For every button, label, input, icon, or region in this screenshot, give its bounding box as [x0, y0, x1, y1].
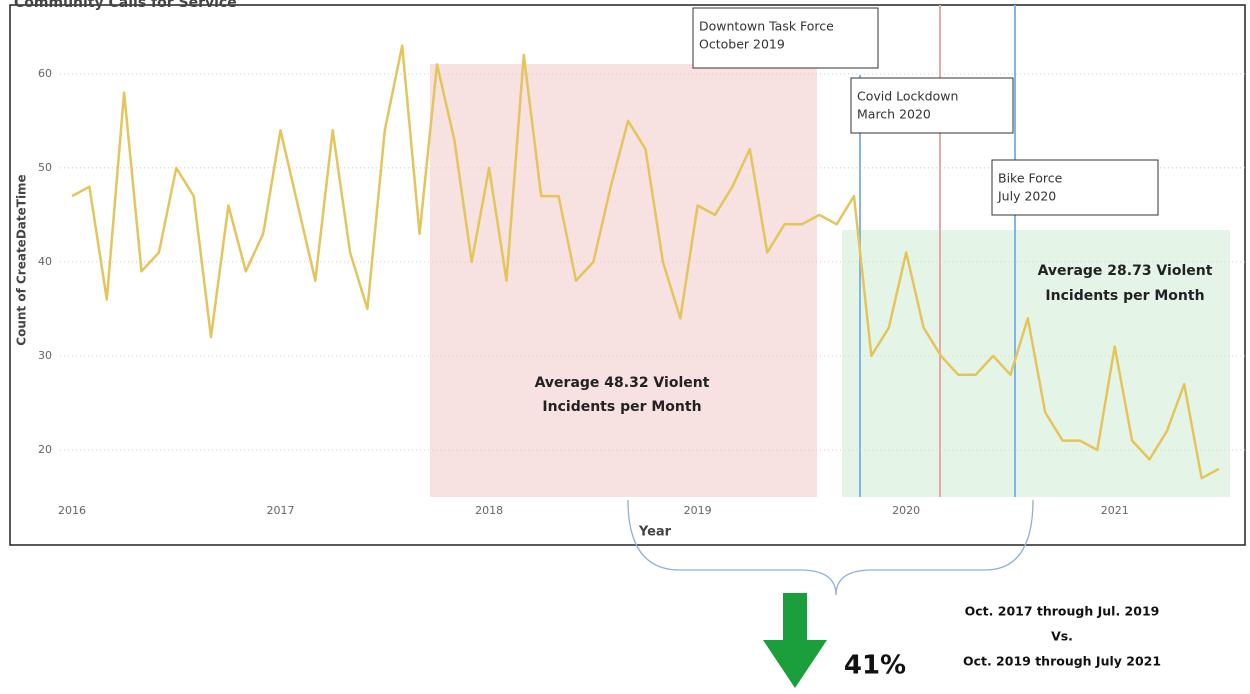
- event-box: [850, 77, 1014, 134]
- event-label: July 2020: [997, 189, 1056, 204]
- comparison-label: Oct. 2019 through July 2021: [963, 654, 1161, 669]
- event-box: [991, 159, 1159, 216]
- event-box: [692, 7, 879, 69]
- x-tick-label: 2021: [1101, 504, 1129, 517]
- event-label: October 2019: [699, 37, 785, 52]
- event-label: March 2020: [857, 107, 931, 122]
- x-tick-label: 2017: [267, 504, 295, 517]
- change-label: 41%: [844, 651, 906, 681]
- y-tick-label: 50: [38, 161, 52, 174]
- y-tick-label: 60: [38, 67, 52, 80]
- brace: [627, 499, 1034, 596]
- x-tick-label: 2020: [892, 504, 920, 517]
- y-tick-label: 20: [38, 443, 52, 456]
- x-axis-label: Year: [638, 525, 672, 540]
- comparison-label: Vs.: [1051, 629, 1073, 644]
- x-tick-label: 2018: [475, 504, 503, 517]
- event-label: Bike Force: [998, 171, 1063, 186]
- average-label: Incidents per Month: [542, 399, 701, 415]
- average-label: Average 48.32 Violent: [535, 375, 710, 391]
- y-axis-label: Count of CreateDateTime: [15, 174, 29, 345]
- y-tick-label: 30: [38, 349, 52, 362]
- average-label: Average 28.73 Violent: [1038, 263, 1213, 279]
- period-band: [430, 64, 817, 497]
- event-label: Downtown Task Force: [699, 19, 834, 34]
- data-line: [71, 44, 1220, 480]
- x-tick-label: 2016: [58, 504, 86, 517]
- x-tick-label: 2019: [684, 504, 712, 517]
- average-label: Incidents per Month: [1045, 288, 1204, 304]
- chart-title: Community Calls for Service: [14, 0, 237, 11]
- down-arrow: [763, 593, 827, 688]
- event-label: Covid Lockdown: [857, 89, 958, 104]
- comparison-label: Oct. 2017 through Jul. 2019: [965, 604, 1160, 619]
- y-tick-label: 40: [38, 255, 52, 268]
